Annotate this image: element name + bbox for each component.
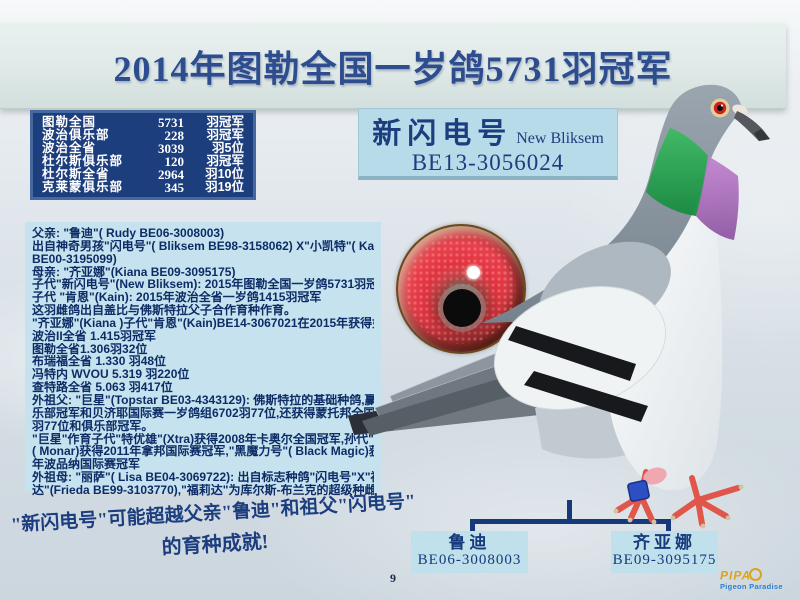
table-row: 杜尔斯俱乐部 120 羽冠军 [42, 154, 244, 169]
pedigree-line: 乐部冠军和贝济耶国际赛一岁鸽组6702羽77位,还获得蒙托邦全国7003 [32, 406, 374, 420]
pigeon-name-box: 新闪电号 New Bliksem BE13-3056024 [358, 108, 618, 180]
pedigree-line: 母亲: "齐亚娜"(Kiana BE09-3095175) [32, 265, 236, 279]
pedigree-text-box: 父亲: "鲁迪"( Rudy BE06-3008003) 出自神奇男孩"闪电号"… [25, 222, 381, 496]
race-rank: 羽19位 [205, 180, 244, 194]
race-name: 杜尔斯全省 [42, 167, 110, 181]
eye-pupil [443, 289, 481, 327]
neck-green-iridescence [646, 128, 708, 216]
wing-bar [524, 371, 648, 422]
race-rank: 羽10位 [205, 167, 244, 181]
table-row: 图勒全国 5731 羽冠军 [42, 115, 244, 130]
pigeon-ring-number: BE13-3056024 [411, 149, 565, 175]
bird-count: 3039 [158, 141, 184, 156]
pedigree-line: 羽77位和俱乐部冠军。 [32, 419, 154, 433]
race-name: 杜尔斯俱乐部 [42, 154, 124, 168]
blue-leg-ring [627, 479, 650, 502]
mother-box: 齐亚娜 BE09-3095175 [611, 531, 718, 573]
table-row: 杜尔斯全省 2964 羽10位 [42, 167, 244, 182]
pink-leg-band [643, 467, 667, 485]
father-ring-number: BE06-3008003 [417, 552, 522, 568]
pedigree-line: 外祖父: "巨星"(Topstar BE03-4343129): 佛斯特拉的基础… [32, 393, 374, 407]
pigeon-name-cn: 新闪电号 [372, 117, 513, 150]
pipa-logo: PIPA Pigeon Paradise [720, 568, 796, 592]
page-number: 9 [390, 571, 396, 585]
pigeon-body [603, 172, 723, 491]
pedigree-line: 父亲: "鲁迪"( Rudy BE06-3008003) [32, 227, 225, 240]
pedigree-line: 年波品纳国际赛冠军 [32, 458, 141, 472]
race-name: 波治全省 [42, 141, 97, 155]
beak [734, 111, 770, 141]
page-title: 2014年图勒全国一岁鸽5731羽冠军 [113, 49, 673, 89]
pipa-globe-icon [749, 568, 763, 581]
mother-name: 齐亚娜 [633, 533, 696, 552]
pedigree-line: 波治II全省 1.415羽冠军 [32, 329, 157, 343]
bird-count: 2964 [158, 167, 184, 182]
father-name: 鲁迪 [448, 533, 491, 552]
race-rank: 羽冠军 [206, 128, 244, 142]
bird-count: 345 [164, 180, 185, 195]
pigeon-name-en: New Bliksem [516, 129, 604, 147]
pigeon-feet [615, 469, 741, 527]
slogan-quote: "新闪电号"可能超越父亲"鲁迪"和祖父"闪电号" 的育种成就! [7, 486, 422, 569]
pipa-tagline: Pigeon Paradise [720, 582, 783, 591]
pedigree-line: 子代 "肯恩"(Kain): 2015年波治全省一岁鸽1415羽冠军 [32, 291, 322, 305]
pedigree-line: 子代"新闪电号"(New Bliksem): 2015年图勒全国一岁鸽5731羽… [32, 278, 374, 292]
pigeon-eye-photo [396, 224, 526, 354]
flight-feather [374, 329, 621, 423]
race-name: 图勒全国 [42, 115, 97, 129]
mother-ring-number: BE09-3095175 [612, 552, 717, 568]
beak-tip [754, 129, 770, 141]
pedigree-line: "巨星"作育子代"特优雄"(Xtra)获得2008年卡奥尔全国冠军,孙代"蒙拿" [32, 432, 374, 446]
table-row: 波治俱乐部 228 羽冠军 [42, 128, 244, 143]
pedigree-line: 外祖母: "丽萨"( Lisa BE04-3069722): 出自标志种鸽"闪电… [32, 471, 374, 484]
bird-count: 228 [164, 128, 185, 143]
wing-coverts [539, 241, 671, 339]
tail-feathers [348, 373, 586, 435]
pedigree-line: BE00-3195099) [32, 252, 117, 266]
tree-right-drop-line [666, 519, 671, 533]
race-results-table: 图勒全国 5731 羽冠军 波治俱乐部 228 羽冠军 波治全省 3039 羽5… [30, 110, 256, 200]
pedigree-line: 布瑞福全省 1.330 羽48位 [32, 355, 167, 369]
pedigree-line: "齐亚娜"(Kiana )子代"肯恩"(Kain)BE14-3067021在20… [32, 316, 374, 330]
race-name: 波治俱乐部 [42, 128, 110, 142]
race-rank: 羽冠军 [206, 154, 244, 168]
pedigree-line: 出自神奇男孩"闪电号"( Bliksem BE98-3158062) X"小凯特… [32, 239, 374, 253]
tree-horizontal-line [470, 519, 671, 524]
pedigree-line: ( Monar)获得2011年拿邦国际赛冠军,"黑魔力号"( Black Mag… [32, 445, 374, 459]
neck-purple-iridescence [696, 156, 739, 240]
pedigree-line: 图勒全省1.306羽32位 [32, 342, 148, 356]
pedigree-line: 查特路全省 5.063 羽417位 [32, 381, 173, 394]
pedigree-line: 冯特内 WVOU 5.319 羽220位 [32, 368, 190, 382]
race-rank: 羽冠军 [206, 115, 244, 129]
eye-highlight [467, 266, 480, 279]
wing-bar [508, 326, 636, 381]
race-rank: 羽5位 [212, 141, 244, 155]
pedigree-line: 达"(Frieda BE99-3103770),"福莉达"为库尔斯-布兰克的超级… [32, 483, 374, 497]
table-row: 波治全省 3039 羽5位 [42, 141, 244, 156]
bird-count: 5731 [158, 115, 184, 130]
table-row: 克莱蒙俱乐部 345 羽19位 [42, 180, 244, 195]
pedigree-line: 这羽雌鸽出自盖比与佛斯特拉父子合作育种作育。 [32, 304, 297, 317]
title-banner: 2014年图勒全国一岁鸽5731羽冠军 [0, 24, 786, 109]
flight-feather [362, 346, 618, 436]
father-box: 鲁迪 BE06-3008003 [411, 531, 528, 573]
undertail-coverts [535, 398, 630, 459]
bird-count: 120 [164, 154, 185, 169]
tree-left-drop-line [470, 519, 475, 533]
tree-stem-line [567, 500, 572, 522]
pipa-brand-text: PIPA [720, 568, 752, 583]
race-name: 克莱蒙俱乐部 [42, 180, 124, 194]
